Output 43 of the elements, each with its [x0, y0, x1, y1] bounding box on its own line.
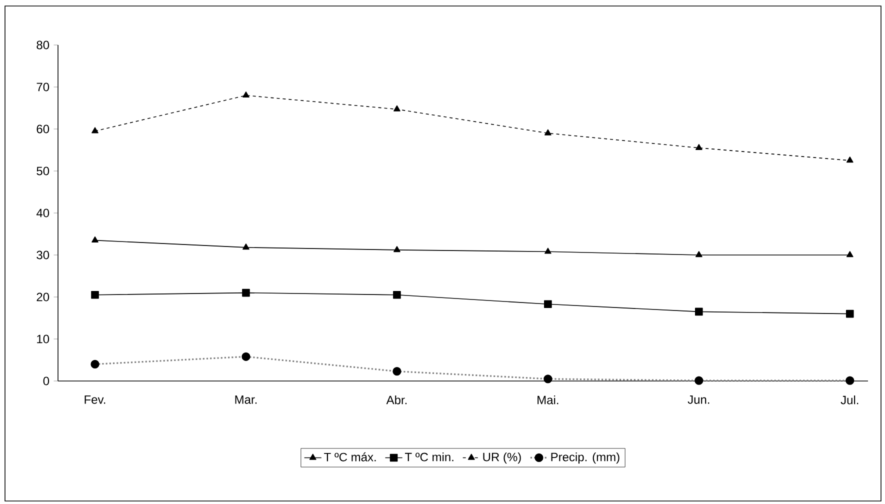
x-tick-label: Mar. [235, 395, 257, 404]
point [242, 91, 250, 98]
point [695, 251, 702, 258]
point [695, 308, 703, 316]
point [92, 236, 98, 242]
x-tick-label: Fev. [84, 395, 106, 404]
point [92, 127, 98, 134]
point [694, 376, 704, 385]
y-tick-label: 20 [36, 292, 50, 302]
point [544, 129, 552, 136]
y-tick-label: 60 [36, 124, 50, 134]
point [393, 291, 401, 299]
legend-label: T ºC min. [404, 452, 454, 462]
x-tick-label: Jul. [840, 395, 858, 404]
legend-label: Precip. (mm) [551, 452, 620, 464]
point [846, 310, 854, 318]
y-tick-label: 70 [36, 82, 50, 92]
y-tick-label: 10 [37, 334, 50, 344]
legend-label: UR (%) [483, 452, 521, 464]
y-tick-label: 50 [36, 166, 50, 176]
y-tick-label: 0 [43, 376, 50, 386]
point [846, 156, 854, 163]
point [394, 105, 400, 112]
y-tick-label: 80 [36, 40, 50, 50]
point [242, 288, 250, 297]
point [242, 352, 250, 361]
point [846, 376, 854, 385]
point [394, 246, 400, 252]
point [90, 360, 100, 368]
point [544, 374, 552, 384]
point [695, 144, 702, 150]
point [544, 300, 552, 308]
point [242, 244, 250, 250]
point [544, 248, 552, 254]
y-tick-label: 40 [36, 208, 50, 218]
point [846, 251, 854, 258]
y-tick-label: 30 [36, 250, 50, 260]
x-tick-label: Jun. [688, 395, 710, 404]
x-tick-label: Mai. [538, 395, 558, 404]
legend-label: T ºC máx. [324, 452, 376, 462]
point [91, 291, 99, 299]
x-tick-label: Abr. [386, 395, 407, 404]
point [392, 367, 402, 376]
